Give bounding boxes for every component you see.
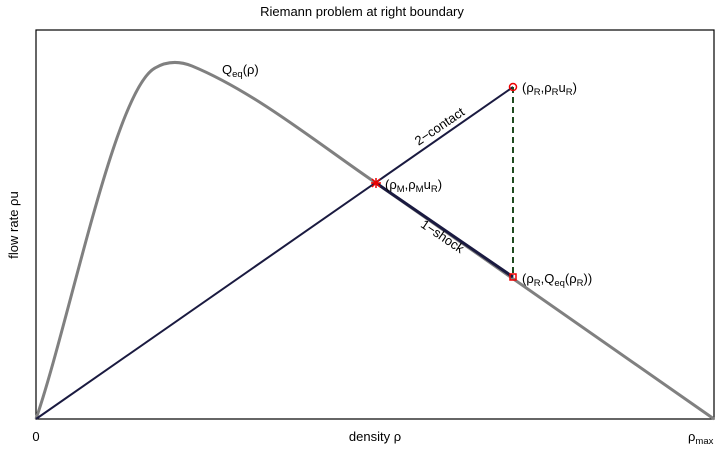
state-label: (ρM,ρMuR) bbox=[385, 177, 442, 195]
text-part: ,Q bbox=[541, 271, 555, 286]
text-part: ,ρ bbox=[405, 177, 416, 192]
y-label: flow rate ρu bbox=[6, 191, 21, 258]
text-part: R bbox=[566, 87, 573, 98]
state-label: (ρR,Qeq(ρR)) bbox=[522, 271, 592, 289]
text-part: M bbox=[397, 184, 405, 195]
text-part: (ρ bbox=[522, 271, 534, 286]
state-marker bbox=[508, 82, 518, 92]
text-part: ) bbox=[573, 80, 577, 95]
state-label: (ρR,ρRuR) bbox=[522, 80, 577, 98]
text-part: u bbox=[559, 80, 566, 95]
state-marker bbox=[371, 178, 381, 188]
text-part: u bbox=[424, 177, 431, 192]
text-part: (ρ bbox=[565, 271, 577, 286]
plot-box bbox=[35, 29, 715, 420]
text-part: 0 bbox=[32, 429, 39, 444]
shock-line bbox=[375, 181, 514, 279]
text-part: ρ bbox=[688, 429, 695, 444]
equilibrium-curve bbox=[34, 61, 715, 421]
title: Riemann problem at right boundary bbox=[260, 4, 464, 19]
text-part: eq bbox=[232, 69, 243, 80]
state-marker bbox=[509, 273, 517, 281]
x-tick-label: 0 bbox=[32, 429, 39, 444]
x-tick-label: ρmax bbox=[688, 429, 714, 447]
text-part: (ρ bbox=[385, 177, 397, 192]
text-part: ) bbox=[438, 177, 442, 192]
curve-label: Qeq(ρ) bbox=[222, 62, 259, 80]
text-part: ,ρ bbox=[541, 80, 552, 95]
text-part: max bbox=[695, 436, 713, 447]
text-part: )) bbox=[584, 271, 593, 286]
text-part: R bbox=[577, 278, 584, 289]
text-part: R bbox=[534, 87, 541, 98]
contact-line bbox=[35, 86, 514, 420]
text-part: R bbox=[431, 184, 438, 195]
text-part: (ρ) bbox=[243, 62, 259, 77]
text-part: R bbox=[552, 87, 559, 98]
text-part: M bbox=[416, 184, 424, 195]
text-part: Q bbox=[222, 62, 232, 77]
text-part: R bbox=[534, 278, 541, 289]
text-part: (ρ bbox=[522, 80, 534, 95]
x-label: density ρ bbox=[349, 429, 401, 444]
text-part: eq bbox=[554, 278, 565, 289]
